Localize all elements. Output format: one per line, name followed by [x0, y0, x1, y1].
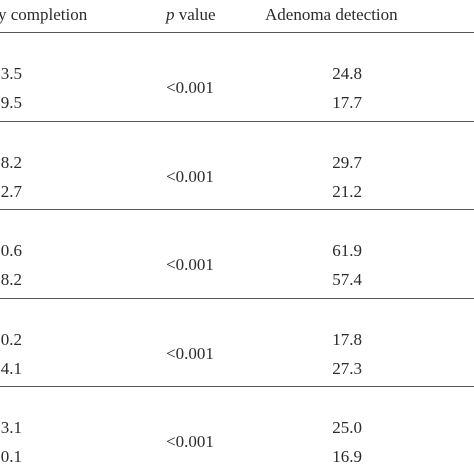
cell: 9.5 — [0, 93, 22, 112]
rule — [0, 209, 474, 210]
cell: <0.001 — [166, 343, 214, 363]
cell: 21.2 — [332, 181, 362, 201]
cell: 4.1 — [0, 358, 22, 378]
cell: 57.4 — [332, 270, 362, 289]
rule — [0, 120, 474, 122]
cell: 24.8 — [332, 64, 362, 83]
cell: <0.001 — [166, 432, 214, 451]
header-text: value — [178, 5, 216, 24]
cell: 3.5 — [0, 64, 22, 83]
cell: 8.2 — [0, 152, 22, 172]
cell: 25.0 — [332, 418, 362, 437]
cell: 17.8 — [332, 329, 362, 349]
cell: 61.9 — [332, 241, 362, 260]
cell: <0.001 — [166, 166, 214, 186]
cell: 0.6 — [0, 241, 22, 260]
header-cell: y completion — [0, 5, 88, 24]
header-cell: p value — [166, 5, 216, 25]
rule — [0, 297, 474, 299]
cell: 3.1 — [0, 418, 22, 437]
rule — [0, 32, 474, 33]
cell: 27.3 — [332, 358, 362, 378]
cell: 2.7 — [0, 181, 22, 201]
cell: 8.2 — [0, 270, 22, 289]
cell: <0.001 — [166, 78, 214, 97]
cell: <0.001 — [166, 255, 214, 274]
cell: 0.1 — [0, 447, 22, 466]
cell: 29.7 — [332, 152, 362, 172]
rule — [0, 386, 474, 387]
cell: 0.2 — [0, 329, 22, 349]
header-italic: p — [166, 5, 175, 24]
header-cell: Adenoma detection — [265, 5, 398, 24]
cell: 16.9 — [332, 447, 362, 466]
cell: 17.7 — [332, 93, 362, 112]
